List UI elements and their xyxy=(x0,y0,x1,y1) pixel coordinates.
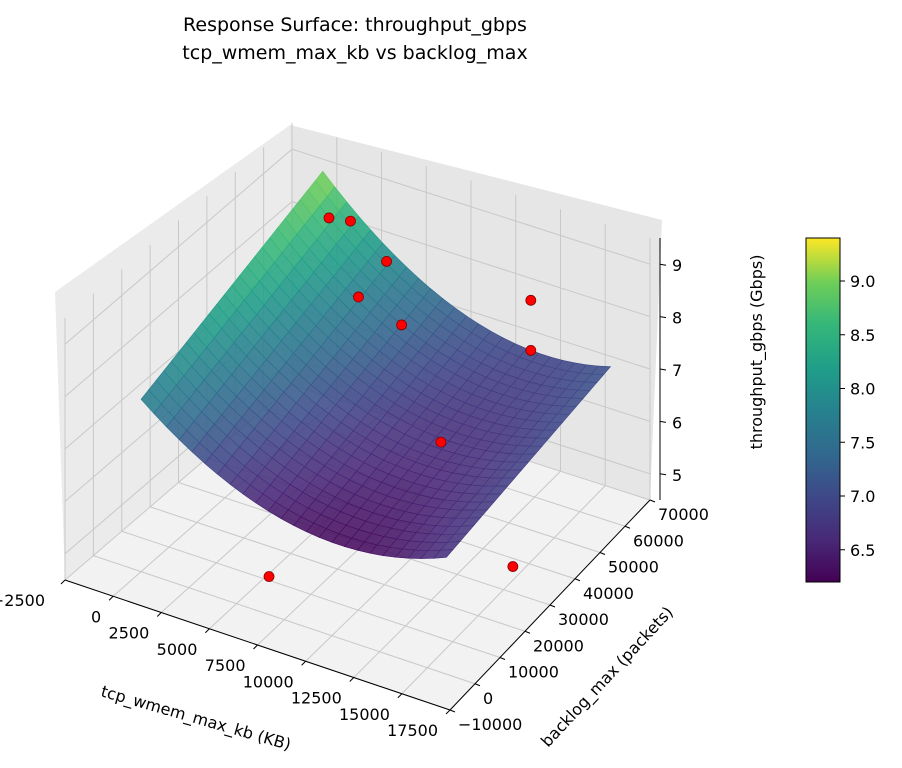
z-tick-label: 7 xyxy=(672,361,682,380)
surface-patch xyxy=(432,549,454,559)
y-grid-line xyxy=(178,220,551,606)
z-axis-label: throughput_gbps (Gbps) xyxy=(747,255,767,450)
data-point xyxy=(263,571,275,582)
x-tick-label: 12500 xyxy=(291,689,342,708)
colorbar-tick-label: 8.0 xyxy=(850,380,875,399)
z-grid-line xyxy=(64,201,651,397)
data-point xyxy=(525,294,537,306)
y-tick xyxy=(524,630,531,634)
y-tick xyxy=(624,525,631,529)
x-tick-label: 2500 xyxy=(109,624,150,643)
data-point xyxy=(353,291,364,303)
y-tick xyxy=(449,709,456,713)
x-tick xyxy=(301,660,306,666)
z-tick-label: 6 xyxy=(672,413,682,432)
response-surface xyxy=(140,170,612,559)
y-tick-label: 20000 xyxy=(533,636,584,655)
y-tick-label: 70000 xyxy=(658,505,709,524)
data-point xyxy=(507,561,519,572)
x-tick xyxy=(60,579,66,585)
y-grid-line xyxy=(149,244,526,632)
x-tick-label: 0 xyxy=(91,607,101,626)
chart-title: Response Surface: throughput_gbps xyxy=(183,14,527,36)
colorbar xyxy=(805,237,841,583)
y-tick-label: 0 xyxy=(483,689,493,708)
y-grid-line xyxy=(121,269,501,658)
x-tick xyxy=(397,693,403,699)
z-tick xyxy=(659,420,667,423)
colorbar-ticks: 6.5 7.0 7.5 8.0 8.5 9.0 xyxy=(840,272,875,560)
left-pane xyxy=(55,125,292,580)
x-tick xyxy=(253,644,258,650)
data-point xyxy=(323,212,335,224)
x-tick-label: 17500 xyxy=(387,721,438,740)
y-tick xyxy=(549,604,556,608)
y-tick xyxy=(474,683,481,687)
data-point xyxy=(435,436,447,448)
colorbar-tick-label: 7.5 xyxy=(850,433,875,452)
y-tick xyxy=(574,578,581,582)
x-tick-label: 10000 xyxy=(243,672,294,691)
y-tick xyxy=(649,499,656,503)
data-point xyxy=(345,215,356,227)
z-tick xyxy=(659,316,667,319)
data-point xyxy=(381,255,392,267)
chart-subtitle: tcp_wmem_max_kb vs backlog_max xyxy=(182,42,528,64)
data-points xyxy=(263,212,537,582)
z-tick xyxy=(659,263,667,266)
x-tick-label: 7500 xyxy=(205,656,246,675)
x-tick-label: 5000 xyxy=(157,640,198,659)
x-tick xyxy=(156,612,162,617)
x-tick xyxy=(445,709,451,715)
z-grid-line xyxy=(64,148,651,345)
colorbar-tick-label: 9.0 xyxy=(850,272,875,291)
y-grid-line xyxy=(92,293,476,685)
x-tick-label: −2500 xyxy=(0,591,45,610)
y-tick-label: 60000 xyxy=(633,531,684,550)
z-tick xyxy=(659,473,667,476)
y-tick xyxy=(599,552,606,555)
y-tick-label: 50000 xyxy=(608,558,659,577)
y-tick-label: 30000 xyxy=(558,610,609,629)
z-tick-label: 9 xyxy=(672,256,682,275)
x-tick xyxy=(108,595,114,601)
colorbar-tick-label: 8.5 xyxy=(850,326,875,345)
axes: −2500025005000750010000125001500017500−1… xyxy=(0,238,709,740)
y-tick-label: 10000 xyxy=(508,663,559,682)
colorbar-tick-label: 6.5 xyxy=(850,541,875,560)
colorbar-tick-label: 7.0 xyxy=(850,487,875,506)
z-tick xyxy=(659,368,667,371)
data-point xyxy=(525,345,537,356)
x-tick xyxy=(205,628,210,634)
y-tick xyxy=(499,657,506,660)
y-tick-label: 40000 xyxy=(583,584,634,603)
z-tick-label: 8 xyxy=(672,309,682,328)
x-tick-label: 15000 xyxy=(339,705,390,724)
x-axis-label: tcp_wmem_max_kb (KB) xyxy=(99,682,294,755)
z-tick-label: 5 xyxy=(672,466,682,485)
y-tick-label: −10000 xyxy=(458,715,522,734)
data-point xyxy=(396,319,408,331)
x-tick xyxy=(349,677,355,682)
